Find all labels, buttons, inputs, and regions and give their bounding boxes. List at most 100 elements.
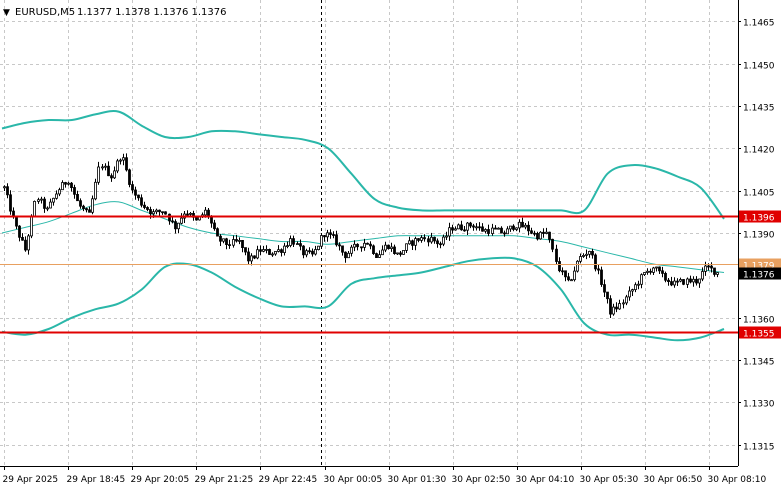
candle-body xyxy=(713,267,716,275)
candle-body xyxy=(704,265,707,272)
candle-body xyxy=(225,238,228,246)
candle-body xyxy=(494,227,497,230)
candle-body xyxy=(628,290,631,298)
candle-body xyxy=(594,254,597,270)
y-tick-label: 1.1450 xyxy=(743,62,775,72)
candle-body xyxy=(107,165,110,177)
candle-body xyxy=(606,291,609,300)
candle-body xyxy=(698,278,701,284)
level-label: 1.1355 xyxy=(743,330,775,340)
candle-body xyxy=(442,236,445,245)
candle-body xyxy=(49,201,52,209)
candle-body xyxy=(344,251,347,259)
candle-body xyxy=(329,232,332,235)
candle-body xyxy=(356,243,359,248)
candle-body xyxy=(265,248,268,251)
candle-body xyxy=(707,265,710,268)
candle-body xyxy=(24,239,27,251)
candle-body xyxy=(119,159,122,162)
candle-body xyxy=(113,170,116,179)
candle-body xyxy=(280,249,283,253)
candle-body xyxy=(3,186,6,189)
x-tick-label: 29 Apr 20:05 xyxy=(131,475,190,485)
candle-body xyxy=(320,235,323,247)
candle-body xyxy=(427,238,430,243)
candle-body xyxy=(228,244,231,247)
candle-body xyxy=(451,227,454,231)
candle-body xyxy=(667,279,670,283)
y-tick-label: 1.1315 xyxy=(743,443,775,453)
candle-body xyxy=(579,256,582,262)
current-price-label: 1.1376 xyxy=(743,271,775,281)
candle-body xyxy=(701,271,704,280)
candle-body xyxy=(710,265,713,269)
candle-body xyxy=(85,208,88,211)
candle-body xyxy=(253,255,256,259)
candle-body xyxy=(533,232,536,235)
candle-body xyxy=(597,268,600,271)
candle-body xyxy=(134,189,137,196)
candle-body xyxy=(289,238,292,246)
candle-body xyxy=(21,236,24,241)
candle-body xyxy=(189,212,192,215)
candle-body xyxy=(33,200,36,217)
candle-body xyxy=(271,253,274,256)
candle-body xyxy=(393,246,396,254)
candle-body xyxy=(110,175,113,179)
candle-body xyxy=(143,204,146,208)
candle-body xyxy=(582,254,585,257)
candle-body xyxy=(15,216,18,227)
candle-body xyxy=(539,231,542,240)
candle-body xyxy=(76,193,79,202)
candle-body xyxy=(262,249,265,252)
candle-body xyxy=(491,227,494,234)
candle-body xyxy=(27,235,30,251)
candle-body xyxy=(70,182,73,188)
candle-body xyxy=(682,279,685,285)
candle-body xyxy=(588,250,591,255)
candle-body xyxy=(308,250,311,253)
candle-body xyxy=(171,220,174,223)
candle-body xyxy=(296,243,299,246)
candle-body xyxy=(195,216,198,221)
level-label-box xyxy=(739,326,781,339)
y-tick-label: 1.1420 xyxy=(743,146,775,156)
dropdown-arrow-icon[interactable]: ▼ xyxy=(3,8,10,18)
candle-body xyxy=(311,250,314,255)
candle-body xyxy=(378,254,381,258)
candle-body xyxy=(149,209,152,215)
candle-body xyxy=(82,205,85,210)
candle-body xyxy=(104,165,107,168)
candle-body xyxy=(521,221,524,228)
candle-body xyxy=(652,267,655,273)
x-tick-label: 30 Apr 08:10 xyxy=(708,475,767,485)
candle-body xyxy=(472,225,475,228)
candle-body xyxy=(615,306,618,310)
x-tick-label: 29 Apr 21:25 xyxy=(195,475,254,485)
candle-body xyxy=(146,207,149,210)
candle-body xyxy=(381,249,384,256)
bollinger-lower-line xyxy=(1,256,725,342)
candle-body xyxy=(689,278,692,283)
candle-body xyxy=(216,228,219,237)
candle-body xyxy=(460,224,463,231)
candle-body xyxy=(445,235,448,238)
candle-body xyxy=(411,240,414,246)
candle-body xyxy=(524,224,527,228)
candle-body xyxy=(213,222,216,230)
candle-body xyxy=(360,246,363,249)
candle-body xyxy=(612,306,615,315)
candle-body xyxy=(555,248,558,262)
candle-body xyxy=(503,232,506,235)
candle-body xyxy=(210,216,213,224)
candle-body xyxy=(692,278,695,283)
candle-body xyxy=(338,244,341,247)
candles xyxy=(3,153,719,318)
candle-body xyxy=(314,249,317,255)
candle-body xyxy=(558,261,561,272)
x-tick-label: 30 Apr 06:50 xyxy=(644,475,703,485)
candle-body xyxy=(405,243,408,251)
candle-body xyxy=(515,227,518,230)
